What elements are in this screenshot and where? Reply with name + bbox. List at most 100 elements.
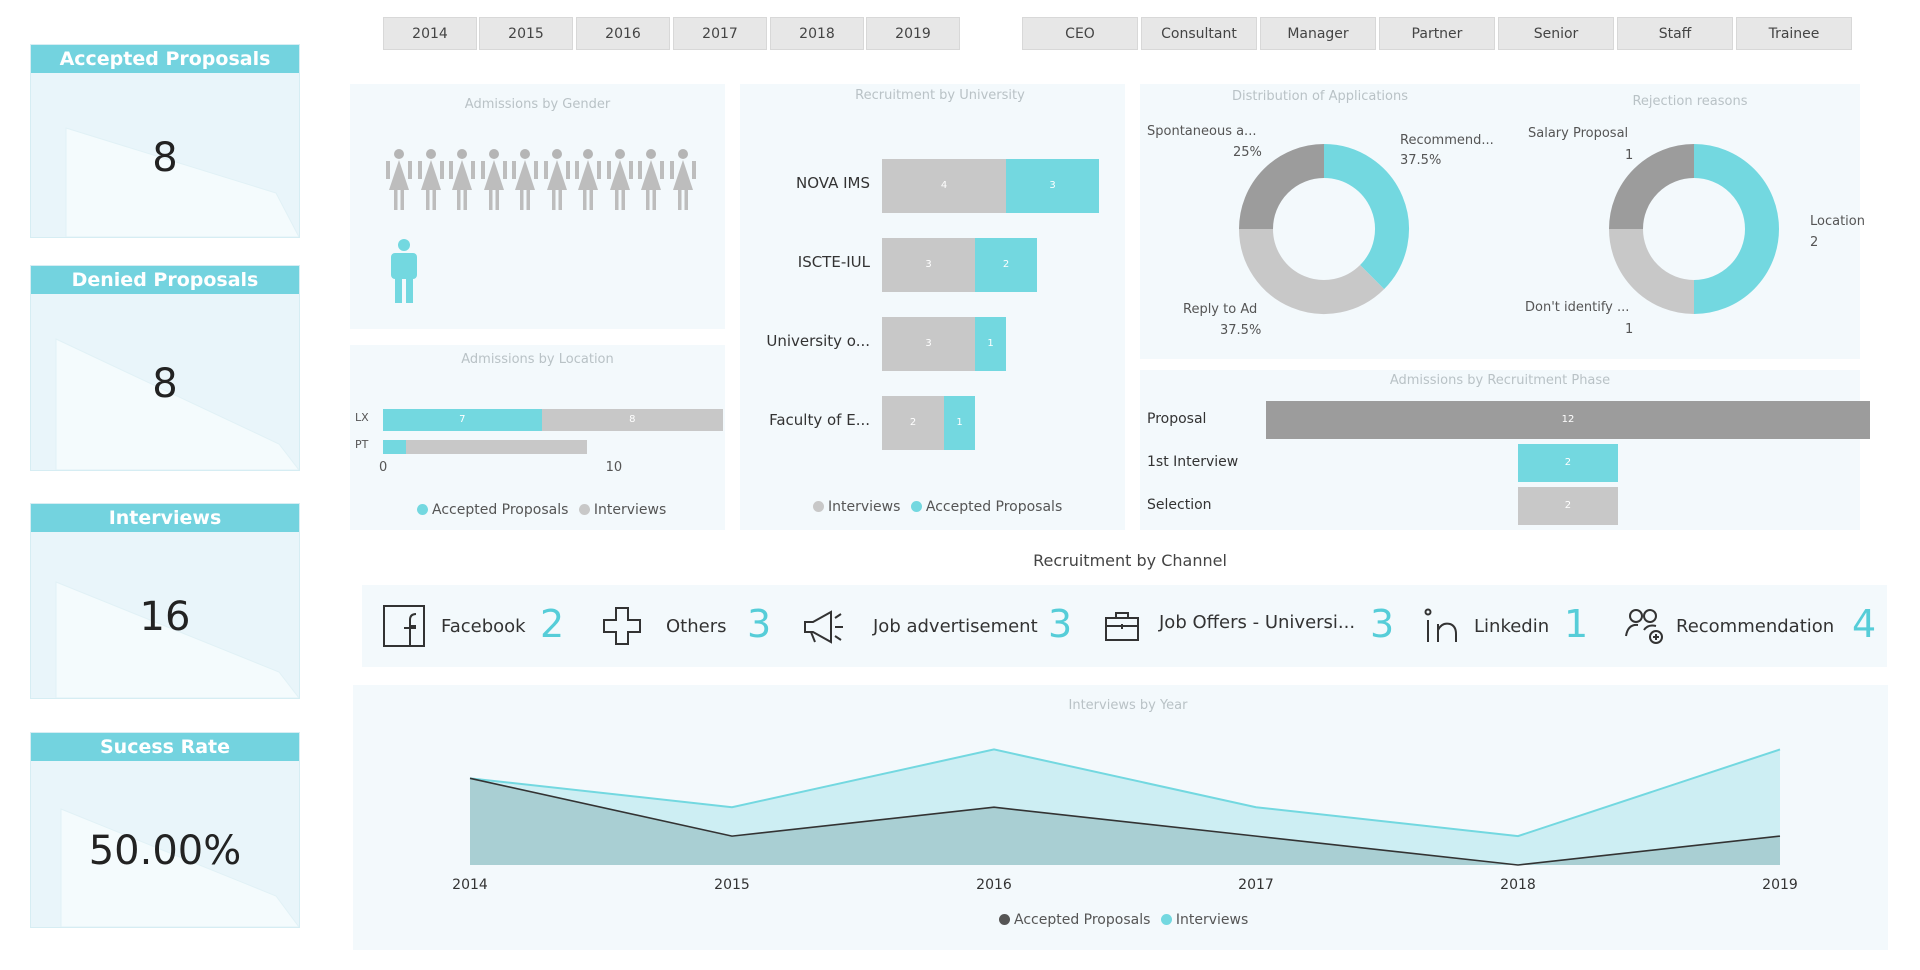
gender-title: Admissions by Gender — [464, 97, 611, 112]
university-category-label: NOVA IMS — [796, 174, 870, 192]
year-filter-2014[interactable]: 2014 — [383, 17, 477, 50]
donut-label: Location — [1810, 214, 1865, 229]
university-legend: Interviews Accepted Proposals — [813, 499, 1062, 515]
legend-dot — [417, 504, 428, 515]
channel-label: Linkedin — [1474, 616, 1550, 637]
donut-label: 25% — [1233, 145, 1262, 160]
channel-value: 3 — [1048, 602, 1073, 646]
female-icons — [386, 148, 706, 212]
legend-label: Accepted Proposals — [432, 502, 569, 518]
year-filter-2015[interactable]: 2015 — [479, 17, 573, 50]
university-bar: 3 — [882, 317, 975, 371]
location-x-tick: 10 — [605, 460, 623, 475]
role-filter-manager[interactable]: Manager — [1260, 17, 1376, 50]
phase-panel — [1140, 370, 1860, 530]
location-data-label: 7 — [459, 414, 466, 425]
interviews-line — [469, 748, 1781, 838]
university-panel — [740, 84, 1125, 530]
female-icon — [606, 149, 633, 210]
kpi-value: 50.00% — [88, 828, 242, 874]
university-bar: 3 — [1006, 159, 1099, 213]
card-decoration — [55, 338, 299, 470]
year-filter-2017[interactable]: 2017 — [673, 17, 767, 50]
donut-label: 1 — [1625, 322, 1634, 337]
legend-dot — [910, 501, 922, 512]
university-bar: 2 — [882, 396, 944, 450]
phase-category-label: Proposal — [1147, 411, 1207, 427]
location-chart: LX PT 7 8 0 10 — [350, 400, 725, 475]
female-icon — [480, 149, 507, 210]
megaphone-icon — [804, 610, 843, 644]
location-bar — [383, 440, 406, 454]
donut-label: 1 — [1625, 148, 1634, 163]
year-filter-2016[interactable]: 2016 — [576, 17, 670, 50]
donut-slice — [1609, 144, 1695, 230]
channel-label: Others — [666, 616, 727, 637]
kpi-title: Accepted Proposals — [31, 45, 299, 73]
female-icon — [386, 149, 412, 210]
university-category-label: Faculty of E... — [769, 411, 870, 429]
legend-dot — [813, 501, 824, 512]
channel-value: 4 — [1852, 602, 1877, 646]
year-filter-2018[interactable]: 2018 — [770, 17, 864, 50]
female-icon — [449, 149, 475, 210]
legend-label: Accepted Proposals — [925, 499, 1063, 515]
location-x-tick: 0 — [379, 460, 388, 475]
location-bar — [405, 440, 587, 454]
university-title: Recruitment by University — [855, 88, 1025, 103]
x-tick-label: 2014 — [452, 877, 488, 893]
phase-bar: 2 — [1517, 444, 1619, 482]
phase-chart: Proposal 12 1st Interview 2 Selection 2 — [1140, 395, 1870, 530]
channel-value: 3 — [1370, 602, 1395, 646]
interviews-area-chart: 2014 2015 2016 2017 2018 2019 — [452, 748, 1798, 893]
kpi-success-card: Sucess Rate 50.00% — [30, 732, 300, 928]
year-filter-2019[interactable]: 2019 — [866, 17, 960, 50]
channel-title: Recruitment by Channel — [1033, 551, 1227, 570]
role-filter-staff[interactable]: Staff — [1617, 17, 1733, 50]
location-data-label: 8 — [629, 414, 636, 425]
channel-label: Job advertisement — [873, 616, 1038, 637]
kpi-title: Interviews — [31, 504, 299, 532]
role-filter-partner[interactable]: Partner — [1379, 17, 1495, 50]
applications-donut — [1239, 144, 1409, 314]
legend-dot — [999, 914, 1010, 925]
donut-label: Salary Proposal — [1528, 126, 1629, 141]
kpi-value: 8 — [152, 135, 178, 181]
facebook-icon — [383, 605, 425, 647]
female-icon — [543, 149, 570, 210]
channel-label: Recommendation — [1676, 616, 1835, 637]
linkedin-icon — [1424, 608, 1457, 642]
role-filter-ceo[interactable]: CEO — [1022, 17, 1138, 50]
card-decoration — [55, 581, 299, 698]
university-category-label: ISCTE-IUL — [797, 253, 870, 271]
kpi-value: 8 — [152, 361, 178, 407]
location-category-label: LX — [355, 411, 369, 424]
kpi-title: Sucess Rate — [31, 733, 299, 761]
donut-slice — [1239, 144, 1325, 230]
kpi-title: Denied Proposals — [31, 266, 299, 294]
kpi-accepted-card: Accepted Proposals 8 — [30, 44, 300, 238]
donut-label: Reply to Ad — [1183, 302, 1258, 317]
phase-title: Admissions by Recruitment Phase — [1389, 373, 1611, 388]
channel-label: Facebook — [441, 616, 526, 637]
legend-label: Interviews — [1175, 912, 1249, 928]
role-filter-senior[interactable]: Senior — [1498, 17, 1614, 50]
university-chart: NOVA IMS 4 3 ISCTE-IUL 3 2 University o... 3 1 Fa… — [740, 150, 1125, 460]
legend-dot — [578, 504, 590, 515]
location-panel — [350, 345, 725, 530]
female-icon — [638, 149, 664, 210]
role-filter-consultant[interactable]: Consultant — [1141, 17, 1257, 50]
channel-value: 2 — [540, 602, 565, 646]
female-icon — [669, 149, 696, 210]
female-icon — [417, 149, 444, 210]
donut-label: Spontaneous a... — [1147, 124, 1257, 139]
location-bar — [383, 409, 542, 431]
donut-label: 37.5% — [1220, 323, 1262, 338]
applications-title: Distribution of Applications — [1231, 89, 1409, 104]
line-legend: Accepted Proposals Interviews — [999, 912, 1248, 928]
donut-slice — [1609, 228, 1695, 314]
x-tick-label: 2018 — [1500, 877, 1536, 893]
male-icon — [391, 239, 417, 303]
role-filter-trainee[interactable]: Trainee — [1736, 17, 1852, 50]
plus-icon — [603, 607, 641, 645]
